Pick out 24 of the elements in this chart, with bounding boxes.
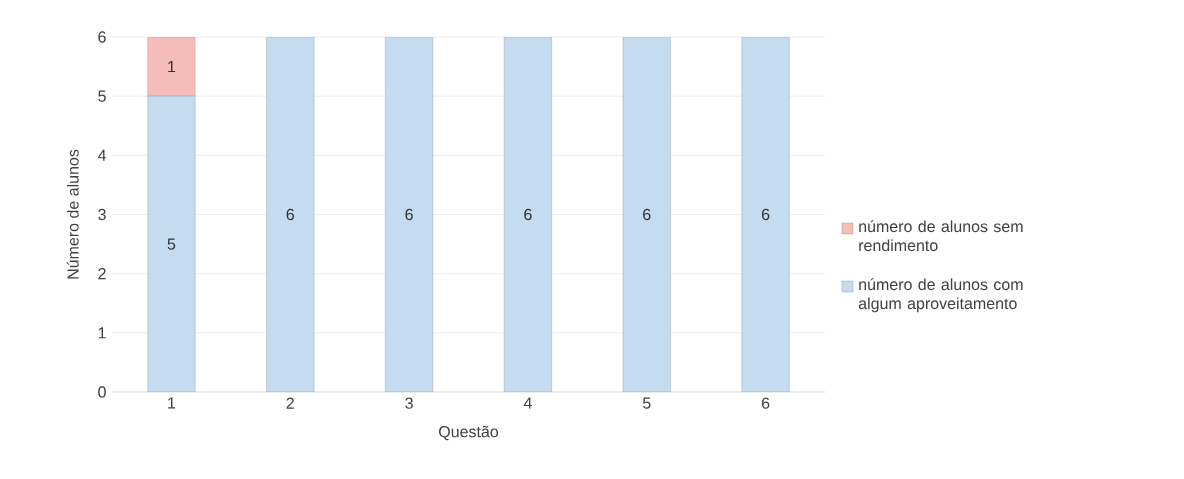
x-tick-label: 4 — [523, 397, 532, 409]
data-label: 6 — [405, 208, 413, 221]
x-tick-label: 6 — [761, 397, 770, 409]
legend-label: número de alunos sem rendimento — [859, 220, 1023, 252]
data-label: 5 — [167, 238, 176, 250]
data-label: 6 — [643, 208, 651, 221]
y-tick-label: 6 — [98, 31, 106, 43]
x-tick-label: 3 — [405, 397, 413, 409]
y-tick-label: 0 — [98, 386, 106, 398]
y-axis-title: Número de alunos — [66, 149, 79, 279]
data-label: 1 — [168, 61, 176, 73]
x-tick-label: 5 — [642, 397, 651, 409]
y-tick-label: 3 — [98, 208, 106, 221]
data-label: 6 — [524, 208, 532, 221]
data-label: 6 — [761, 208, 770, 221]
legend-label: número de alunos com algum aproveitamento — [858, 278, 1023, 313]
y-tick-label: 5 — [98, 90, 106, 102]
data-label: 6 — [286, 208, 294, 221]
y-tick-label: 4 — [97, 149, 107, 161]
x-tick-label: 2 — [286, 397, 294, 409]
y-tick-label: 2 — [98, 268, 106, 280]
x-axis-title: Questão — [439, 425, 499, 441]
x-tick-label: 1 — [168, 397, 176, 409]
y-tick-label: 1 — [98, 327, 106, 339]
